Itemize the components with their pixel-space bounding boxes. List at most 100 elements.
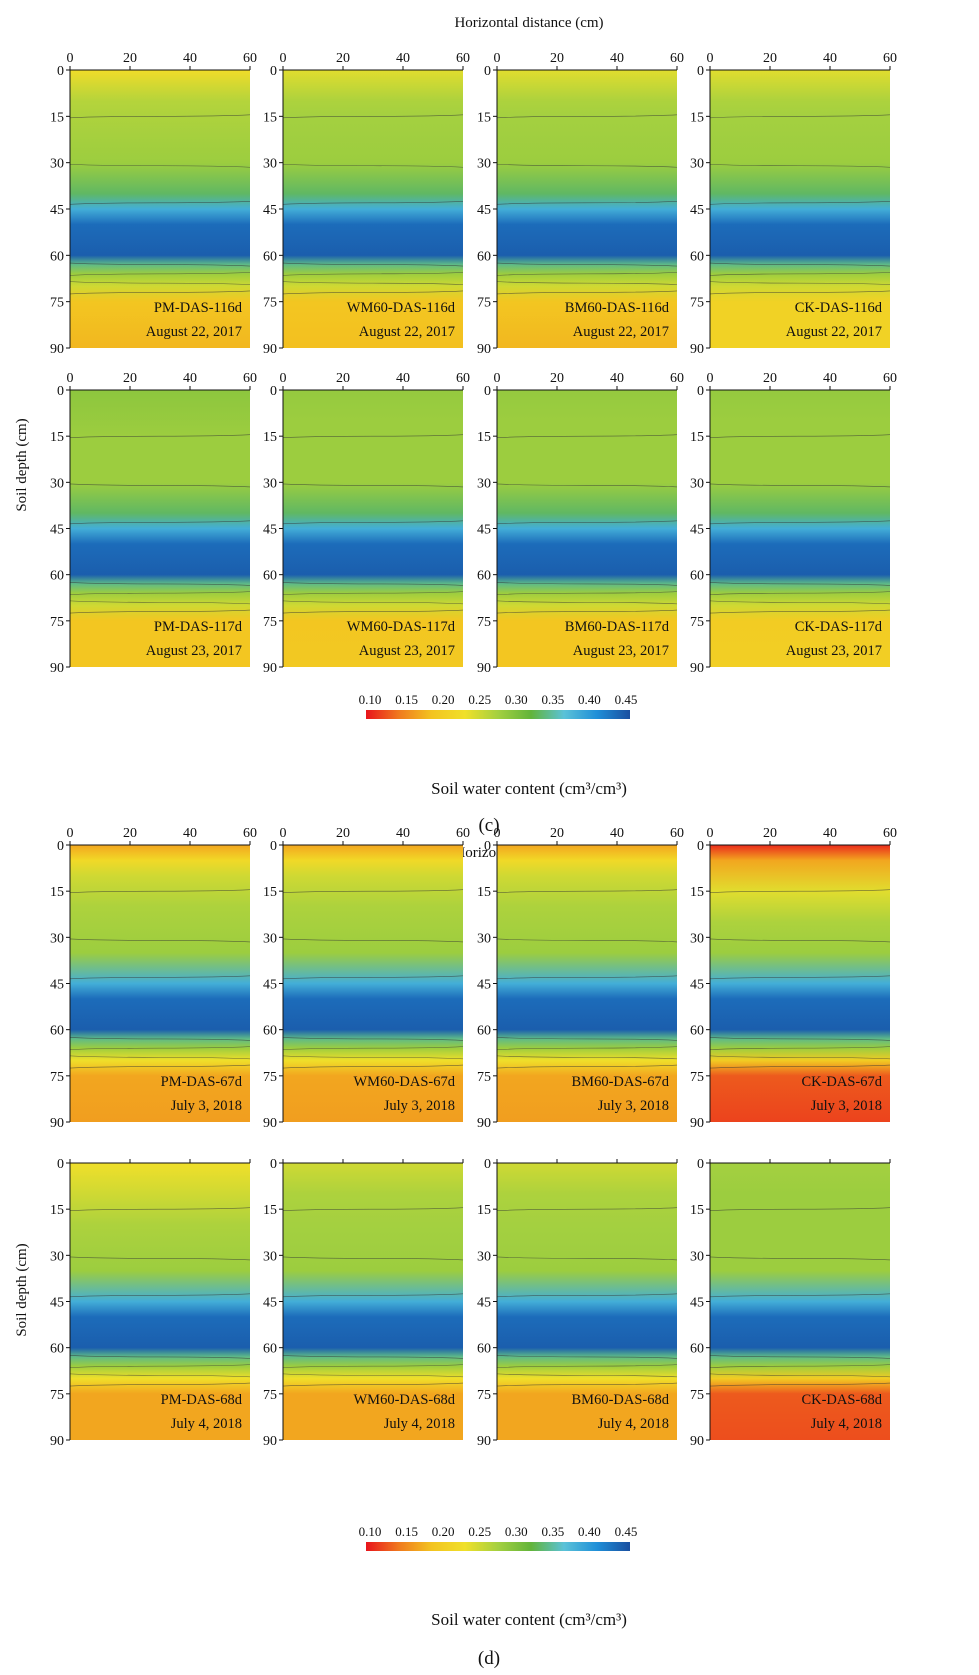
contour-line xyxy=(282,163,464,168)
x-tick-label: 60 xyxy=(883,826,897,841)
contour-line xyxy=(709,1364,891,1368)
contour-line xyxy=(69,889,251,893)
contour-line xyxy=(282,1037,464,1041)
contour-line xyxy=(69,201,251,205)
y-tick-label: 45 xyxy=(263,523,277,538)
y-tick-label: 60 xyxy=(50,249,64,264)
y-tick-label: 75 xyxy=(50,1388,64,1403)
x-tick-label: 60 xyxy=(883,51,897,66)
contour-line xyxy=(496,114,678,119)
contour-line xyxy=(496,272,678,276)
panel-d-colorbar-label: Soil water content (cm³/cm³) xyxy=(431,1610,627,1629)
y-tick-label: 0 xyxy=(697,1157,704,1172)
y-tick-label: 90 xyxy=(690,661,704,676)
panel-c-colorbar-label: Soil water content (cm³/cm³) xyxy=(431,779,627,798)
subplot-name: CK-DAS-117d xyxy=(795,619,883,635)
x-tick-label: 40 xyxy=(396,51,410,66)
y-tick-label: 75 xyxy=(263,1070,277,1085)
contour-line xyxy=(709,520,891,525)
y-tick-label: 60 xyxy=(690,1342,704,1357)
contour-line xyxy=(69,1373,251,1378)
y-tick-label: 60 xyxy=(50,1024,64,1039)
panel-d-colorbar: 0.10 0.15 0.20 0.25 0.30 0.35 0.40 0.45 xyxy=(359,1524,637,1551)
contour-line xyxy=(282,889,464,893)
x-tick-label: 0 xyxy=(707,51,714,66)
contour-line xyxy=(496,938,678,943)
x-tick-label: 40 xyxy=(823,826,837,841)
y-tick-label: 75 xyxy=(50,1070,64,1085)
subplot-date: July 4, 2018 xyxy=(811,1416,882,1432)
y-tick-label: 90 xyxy=(263,1116,277,1131)
y-tick-label: 0 xyxy=(57,1157,64,1172)
subplot-name: BM60-DAS-68d xyxy=(572,1392,670,1408)
contour-line xyxy=(69,1355,251,1359)
subplot-bm60-das-68d: 0 15 30 45 60 75 90 BM60-DAS-68d July 4, 2018 xyxy=(477,1157,678,1449)
contour-line xyxy=(496,290,678,295)
y-tick-label: 0 xyxy=(697,384,704,399)
subplot-date: August 22, 2017 xyxy=(786,324,882,340)
contour-line xyxy=(496,600,678,605)
x-tick-label: 0 xyxy=(280,51,287,66)
contour-line xyxy=(69,1037,251,1041)
subplot-pm-das-68d: 0 15 30 45 60 75 90 PM-DAS-68d July 4, 2018 xyxy=(50,1157,251,1449)
y-tick-label: 60 xyxy=(690,1024,704,1039)
contour-line xyxy=(709,434,891,438)
y-tick-label: 60 xyxy=(477,569,491,584)
subplot-date: July 4, 2018 xyxy=(171,1416,242,1432)
y-tick-label: 60 xyxy=(263,1342,277,1357)
contour-line xyxy=(496,1046,678,1050)
x-tick-label: 0 xyxy=(494,51,501,66)
x-tick-label: 40 xyxy=(183,826,197,841)
contour-line xyxy=(709,1256,891,1261)
contour-line xyxy=(282,290,464,295)
x-tick-label: 40 xyxy=(610,51,624,66)
y-tick-label: 0 xyxy=(484,839,491,854)
contour-line xyxy=(496,483,678,488)
subplot-name: BM60-DAS-117d xyxy=(565,619,670,635)
y-tick-label: 90 xyxy=(50,342,64,357)
y-tick-label: 45 xyxy=(477,978,491,993)
y-tick-label: 90 xyxy=(50,1434,64,1449)
colorbar-tick-label: 0.30 xyxy=(505,1524,528,1539)
y-tick-label: 30 xyxy=(263,1249,277,1264)
subplot-date: July 3, 2018 xyxy=(171,1098,242,1114)
contour-line xyxy=(496,201,678,205)
contour-line xyxy=(282,520,464,525)
contour-line xyxy=(496,163,678,168)
y-tick-label: 90 xyxy=(50,1116,64,1131)
y-tick-label: 45 xyxy=(477,1296,491,1311)
y-tick-label: 15 xyxy=(263,1203,277,1218)
contour-line xyxy=(69,272,251,276)
contour-line xyxy=(69,290,251,295)
contour-line xyxy=(709,1037,891,1041)
y-tick-label: 75 xyxy=(50,296,64,311)
y-tick-label: 60 xyxy=(263,249,277,264)
contour-line xyxy=(282,262,464,267)
x-tick-label: 0 xyxy=(67,51,74,66)
subplot-date: August 22, 2017 xyxy=(146,324,242,340)
contour-line xyxy=(69,114,251,119)
contour-line xyxy=(496,889,678,893)
y-tick-label: 0 xyxy=(484,384,491,399)
contour-line xyxy=(69,281,251,285)
panel-d-y-axis-title: Soil depth (cm) xyxy=(14,1243,30,1336)
x-tick-label: 0 xyxy=(494,826,501,841)
contour-line xyxy=(69,975,251,980)
y-tick-label: 15 xyxy=(263,885,277,900)
y-tick-label: 90 xyxy=(690,1434,704,1449)
contour-line xyxy=(496,1364,678,1368)
subplot-bm60-das-117d: 0 15 30 45 60 75 90 0 20 40 60 BM60-DAS-117d August … xyxy=(477,371,684,676)
y-tick-label: 90 xyxy=(477,342,491,357)
x-tick-label: 0 xyxy=(280,371,287,386)
contour-line xyxy=(69,520,251,525)
y-tick-label: 90 xyxy=(690,342,704,357)
x-tick-label: 60 xyxy=(456,371,470,386)
y-tick-label: 0 xyxy=(484,64,491,79)
contour-line xyxy=(709,281,891,285)
subplot-name: WM60-DAS-67d xyxy=(354,1074,456,1090)
panel-c-x-axis-title: Horizontal distance (cm) xyxy=(454,15,603,31)
x-tick-label: 0 xyxy=(280,826,287,841)
y-tick-label: 45 xyxy=(690,523,704,538)
subplot-date: August 23, 2017 xyxy=(786,643,882,659)
